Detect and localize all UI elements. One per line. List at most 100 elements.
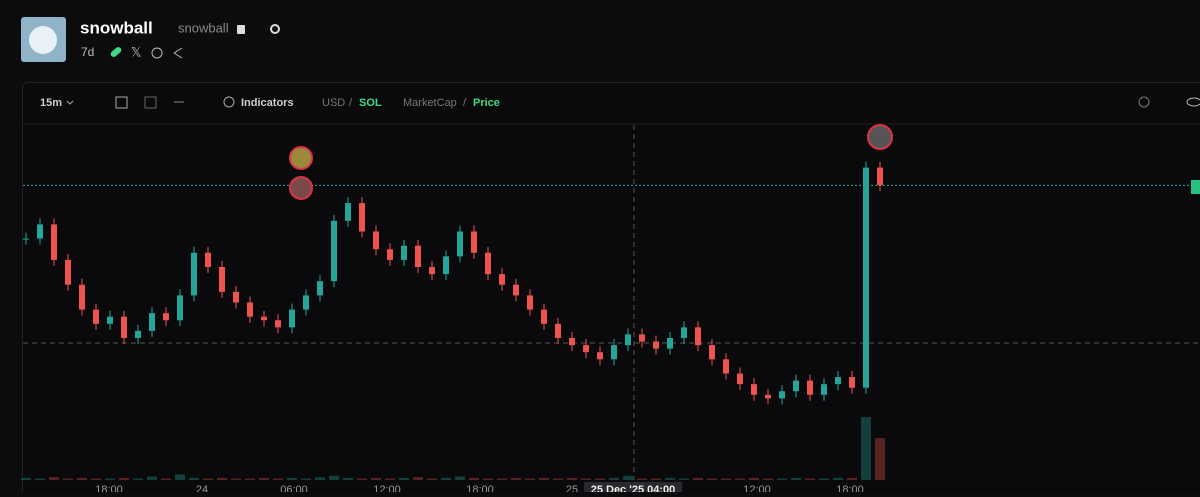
candle-body bbox=[555, 324, 561, 338]
candle-body bbox=[681, 327, 687, 338]
candle-body bbox=[289, 310, 295, 328]
volume-bar bbox=[371, 478, 381, 480]
token-age: 7d bbox=[81, 45, 94, 59]
candle-body bbox=[51, 224, 57, 260]
candle-body bbox=[499, 274, 505, 285]
volume-bar bbox=[77, 478, 87, 480]
web-icon[interactable] bbox=[152, 48, 162, 58]
copy-icon[interactable] bbox=[237, 25, 245, 34]
chart-panel bbox=[23, 83, 1200, 493]
candle-body bbox=[359, 203, 365, 231]
pill-icon[interactable] bbox=[109, 46, 122, 58]
volume-bar bbox=[231, 479, 241, 480]
candle-body bbox=[611, 345, 617, 359]
indicators[interactable]: Indicators bbox=[241, 97, 294, 109]
trade-marker[interactable] bbox=[868, 125, 892, 149]
candle-body bbox=[247, 303, 253, 317]
volume-bar bbox=[427, 479, 437, 480]
x-tick-label: 18:00 bbox=[466, 484, 494, 492]
trade-marker[interactable] bbox=[290, 147, 312, 169]
volume-bar bbox=[469, 478, 479, 480]
trade-marker[interactable] bbox=[290, 177, 312, 199]
volume-bar bbox=[63, 479, 73, 480]
candle-body bbox=[723, 359, 729, 373]
candle-body bbox=[779, 391, 785, 398]
candle-body bbox=[485, 253, 491, 274]
candle-body bbox=[807, 381, 813, 395]
metric-marketcap[interactable]: MarketCap bbox=[403, 97, 457, 109]
volume-bar bbox=[637, 479, 647, 480]
candle-body bbox=[569, 338, 575, 345]
volume-bar bbox=[301, 479, 311, 480]
candle-body bbox=[541, 310, 547, 324]
volume-bar bbox=[203, 479, 213, 480]
share-icon[interactable] bbox=[271, 25, 279, 33]
volume-bar bbox=[539, 478, 549, 480]
volume-bar bbox=[665, 478, 675, 480]
volume-bar bbox=[329, 476, 339, 480]
volume-bar bbox=[819, 479, 829, 480]
volume-bar bbox=[609, 478, 619, 480]
volume-bar bbox=[553, 479, 563, 480]
candle-body bbox=[219, 267, 225, 292]
candle-body bbox=[863, 168, 869, 388]
candle-body bbox=[191, 253, 197, 296]
candle-body bbox=[443, 256, 449, 274]
link-icon[interactable] bbox=[174, 48, 182, 58]
volume-bar bbox=[805, 479, 815, 480]
volume-bar bbox=[105, 479, 115, 480]
currency-usd[interactable]: USD bbox=[322, 97, 345, 109]
x-tick-label: 25 bbox=[566, 484, 578, 492]
candle-body bbox=[79, 285, 85, 310]
x-tick-label: 12:00 bbox=[373, 484, 401, 492]
volume-bar bbox=[133, 479, 143, 480]
candle-body bbox=[163, 313, 169, 320]
candle-body bbox=[177, 295, 183, 320]
volume-bar bbox=[847, 478, 857, 480]
volume-bar bbox=[35, 479, 45, 480]
volume-bar bbox=[497, 479, 507, 480]
volume-bar bbox=[525, 479, 535, 480]
volume-bar bbox=[259, 478, 269, 480]
candle-body bbox=[275, 320, 281, 327]
volume-bar bbox=[175, 474, 185, 480]
x-tick-label: 18:00 bbox=[836, 484, 864, 492]
x-tick-label: 24 bbox=[196, 484, 208, 492]
candle-body bbox=[93, 310, 99, 324]
volume-bar bbox=[735, 479, 745, 480]
volume-bar bbox=[399, 478, 409, 480]
candle-body bbox=[261, 317, 267, 321]
volume-bar bbox=[791, 478, 801, 480]
candle-body bbox=[205, 253, 211, 267]
volume-bar bbox=[861, 417, 871, 480]
volume-bar bbox=[413, 477, 423, 480]
currency-sol[interactable]: SOL bbox=[359, 97, 382, 109]
candle-body bbox=[429, 267, 435, 274]
volume-bar bbox=[455, 477, 465, 481]
volume-bar bbox=[567, 478, 577, 480]
token-ticker: snowball bbox=[178, 20, 229, 35]
volume-bar bbox=[91, 479, 101, 480]
volume-bar bbox=[833, 478, 843, 480]
candle-body bbox=[793, 381, 799, 392]
candle-body bbox=[135, 331, 141, 338]
candle-body bbox=[107, 317, 113, 324]
crosshair-label: 25 Dec '25 04:00 bbox=[591, 484, 676, 492]
volume-bar bbox=[623, 476, 633, 480]
metric-price[interactable]: Price bbox=[473, 97, 500, 109]
candle-body bbox=[597, 352, 603, 359]
volume-bar bbox=[777, 479, 787, 480]
candle-body bbox=[877, 168, 883, 186]
volume-bar bbox=[875, 438, 885, 480]
x-icon[interactable]: 𝕏 bbox=[131, 44, 141, 59]
candle-body bbox=[317, 281, 323, 295]
volume-bar bbox=[385, 479, 395, 480]
candle-body bbox=[331, 221, 337, 281]
volume-bar bbox=[721, 479, 731, 480]
interval[interactable]: 15m bbox=[40, 97, 62, 109]
candle-body bbox=[695, 327, 701, 345]
volume-bar bbox=[595, 479, 605, 480]
candle-body bbox=[37, 224, 43, 238]
candle-body bbox=[373, 232, 379, 250]
candle-body bbox=[65, 260, 71, 285]
